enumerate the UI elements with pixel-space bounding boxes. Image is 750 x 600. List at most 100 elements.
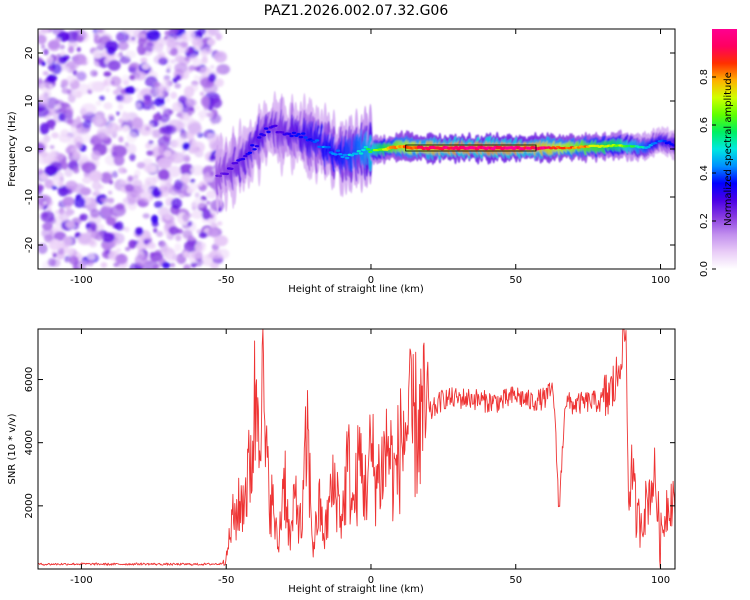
noise-blob	[66, 75, 76, 84]
signal-core	[252, 148, 257, 151]
noise-blob	[51, 185, 58, 190]
noise-blob	[111, 145, 128, 158]
colorbar-bar	[712, 29, 737, 269]
noise-blob	[124, 86, 136, 95]
noise-blob	[54, 210, 60, 215]
signal-core	[340, 155, 345, 159]
noise-blob	[164, 30, 171, 36]
noise-blob	[182, 142, 191, 151]
noise-blob	[65, 188, 73, 195]
noise-blob	[99, 95, 105, 101]
noise-blob	[40, 29, 50, 35]
signal-core	[345, 156, 350, 160]
noise-blob	[65, 31, 80, 43]
signal-core	[296, 133, 301, 136]
noise-blob	[214, 78, 224, 87]
noise-blob	[113, 154, 125, 166]
noise-blob	[163, 213, 172, 221]
signal-core	[646, 145, 651, 149]
noise-blob	[137, 199, 146, 207]
noise-blob	[136, 162, 146, 169]
noise-blob	[186, 132, 195, 141]
snr-series-line	[38, 329, 675, 569]
noise-blob	[47, 39, 61, 52]
signal-core	[335, 149, 341, 152]
noise-blob	[192, 198, 206, 209]
noise-blob	[115, 221, 124, 231]
noise-blob	[115, 253, 128, 265]
noise-blob	[215, 33, 223, 41]
signal-core	[326, 146, 331, 149]
noise-blob	[148, 140, 154, 145]
snr-xtick-label: 100	[651, 575, 670, 586]
noise-blob	[137, 248, 144, 254]
noise-blob	[135, 227, 144, 236]
snr-xlabel: Height of straight line (km)	[288, 584, 424, 595]
noise-blob	[127, 175, 134, 182]
signal-core	[273, 124, 278, 128]
noise-blob	[182, 229, 193, 239]
noise-blob	[206, 200, 211, 205]
noise-blob	[172, 101, 184, 112]
noise-blob	[183, 173, 191, 179]
noise-blob	[121, 112, 131, 122]
noise-blob	[92, 50, 102, 59]
signal-core	[368, 150, 373, 154]
noise-blob	[101, 242, 110, 249]
noise-blob	[187, 220, 193, 227]
snr-plot-area	[38, 329, 675, 569]
noise-blob	[212, 253, 224, 264]
noise-blob	[106, 217, 116, 226]
noise-blob	[174, 83, 181, 89]
noise-blob	[200, 49, 208, 57]
noise-blob	[79, 154, 89, 163]
signal-core	[289, 134, 294, 138]
noise-blob	[198, 182, 203, 187]
noise-blob	[130, 38, 138, 45]
signal-core	[287, 132, 292, 136]
noise-blob	[65, 220, 75, 229]
noise-blob	[100, 205, 113, 217]
snr-xtick-label: -100	[70, 575, 93, 586]
noise-blob	[40, 210, 55, 223]
signal-core	[662, 140, 667, 143]
signal-core	[243, 154, 248, 158]
noise-blob	[38, 106, 50, 118]
noise-blob	[75, 141, 83, 150]
noise-blob	[75, 131, 91, 144]
noise-blob	[106, 46, 116, 56]
noise-blob	[97, 29, 104, 34]
spectrogram-ytick-label: 0	[24, 146, 35, 152]
noise-blob	[122, 125, 130, 133]
noise-blob	[184, 98, 197, 108]
noise-blob	[151, 214, 159, 224]
noise-blob	[67, 40, 78, 48]
noise-blob	[76, 115, 81, 122]
signal-core	[257, 136, 262, 139]
noise-blob	[55, 104, 62, 109]
noise-blob	[63, 246, 74, 256]
noise-blob	[76, 35, 84, 43]
noise-blob	[105, 250, 111, 255]
noise-blob	[96, 43, 105, 52]
noise-blob	[174, 243, 182, 252]
signal-core	[354, 152, 359, 155]
noise-blob	[136, 102, 142, 109]
noise-blob	[38, 184, 44, 192]
noise-blob	[100, 197, 106, 202]
noise-blob	[194, 192, 200, 199]
spectrogram-xtick-label: 100	[651, 275, 670, 286]
noise-blob	[42, 71, 49, 76]
noise-blob	[170, 47, 178, 57]
noise-blob	[126, 143, 137, 155]
noise-blob	[194, 66, 201, 72]
noise-blob	[191, 210, 203, 220]
noise-blob	[70, 126, 78, 134]
signal-core	[261, 134, 266, 137]
noise-blob	[46, 74, 58, 83]
noise-blob	[161, 190, 170, 198]
spectrogram-signal-track	[215, 90, 675, 215]
signal-core	[333, 153, 338, 156]
noise-blob	[185, 29, 196, 41]
noise-blob	[87, 81, 103, 93]
